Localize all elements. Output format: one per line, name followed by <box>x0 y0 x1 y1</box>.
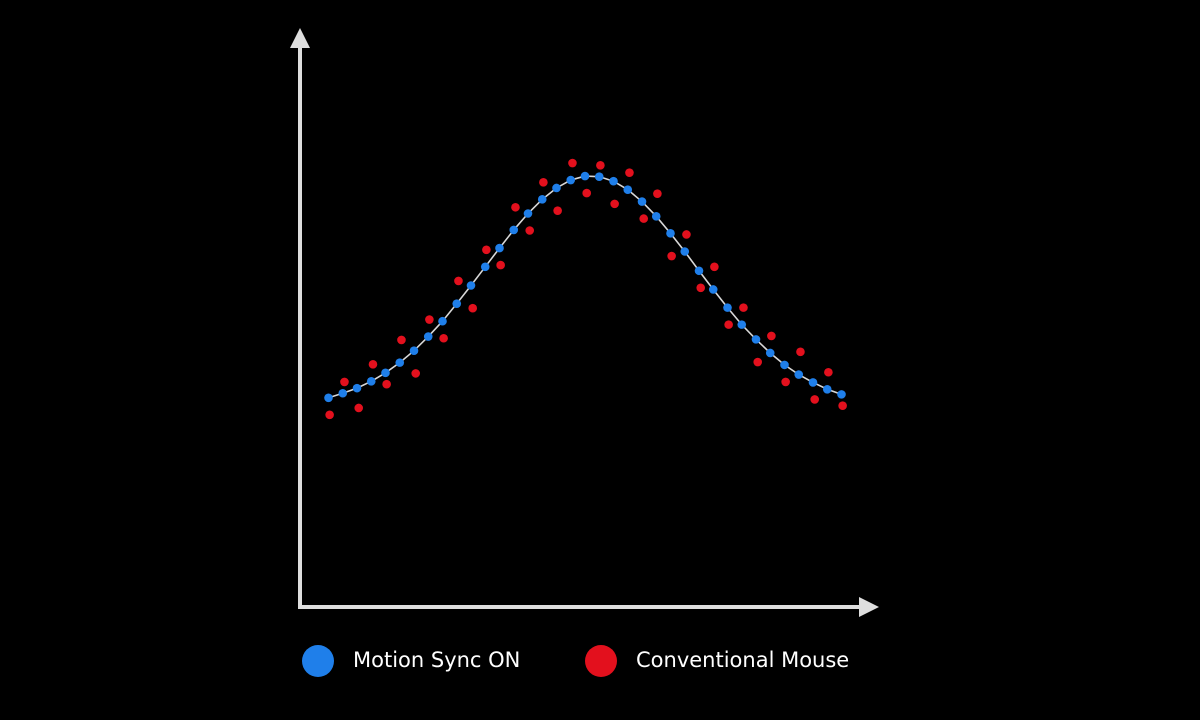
data-point <box>468 303 478 313</box>
data-point <box>751 335 761 344</box>
data-point <box>338 388 348 398</box>
data-point <box>822 384 832 394</box>
data-point <box>639 214 649 223</box>
data-point <box>366 377 376 386</box>
data-point <box>525 226 535 235</box>
data-point <box>765 348 775 358</box>
data-point <box>552 183 561 193</box>
data-point <box>708 285 718 294</box>
data-point <box>438 316 447 326</box>
data-point <box>354 403 364 413</box>
legend-label: Motion Sync ON <box>353 648 520 672</box>
legend-swatch <box>302 645 334 677</box>
y-axis-arrow <box>290 28 310 48</box>
data-point <box>325 410 334 420</box>
data-point <box>623 185 633 194</box>
data-point <box>824 367 833 377</box>
data-point <box>666 229 675 238</box>
data-point <box>723 303 732 312</box>
data-point <box>509 225 519 235</box>
data-point <box>710 262 719 272</box>
data-point <box>767 331 776 341</box>
legend: Motion Sync ON Conventional Mouse <box>302 645 849 677</box>
data-point <box>637 197 647 206</box>
data-point <box>480 262 490 272</box>
data-point <box>466 281 476 290</box>
data-point <box>568 158 577 168</box>
data-point <box>425 315 434 324</box>
data-point <box>411 369 421 378</box>
data-point <box>808 378 818 387</box>
data-point <box>810 395 820 404</box>
data-point <box>340 377 349 387</box>
data-point <box>439 333 448 343</box>
data-point <box>409 346 419 356</box>
data-point <box>737 320 747 329</box>
data-point <box>739 303 748 312</box>
data-point <box>511 202 520 212</box>
data-point <box>423 332 433 341</box>
data-point <box>382 379 391 389</box>
data-point <box>696 283 706 293</box>
data-point <box>482 245 491 255</box>
data-point <box>523 209 533 218</box>
data-point <box>580 171 590 181</box>
data-point <box>781 377 790 387</box>
data-point <box>610 199 619 209</box>
data-point <box>454 276 463 286</box>
data-point <box>324 393 333 403</box>
data-point <box>495 243 504 253</box>
data-point <box>667 251 676 261</box>
data-point <box>694 266 704 276</box>
data-point <box>566 175 576 185</box>
data-point <box>539 178 548 187</box>
data-point <box>381 368 390 378</box>
data-point <box>395 358 405 367</box>
data-point <box>596 161 605 170</box>
data-point <box>682 230 691 239</box>
data-point <box>625 168 634 177</box>
data-point <box>653 189 662 198</box>
data-point <box>794 370 804 379</box>
data-point <box>397 335 406 345</box>
plot-area <box>324 158 847 420</box>
data-point <box>838 401 847 411</box>
x-axis-arrow <box>859 597 879 617</box>
legend-label: Conventional Mouse <box>636 648 849 672</box>
data-point <box>837 390 846 399</box>
data-point <box>651 212 661 221</box>
data-point <box>352 383 362 393</box>
data-point <box>553 206 562 215</box>
data-point <box>594 172 604 181</box>
data-point <box>368 360 378 369</box>
data-point <box>537 195 547 204</box>
data-point <box>753 357 763 367</box>
data-point <box>680 247 690 256</box>
legend-swatch <box>585 645 617 677</box>
data-point <box>582 188 592 198</box>
data-point <box>780 360 789 370</box>
data-point <box>609 176 618 186</box>
data-point <box>724 320 733 329</box>
data-point <box>496 260 505 270</box>
data-point <box>796 347 805 357</box>
data-point <box>452 299 462 308</box>
